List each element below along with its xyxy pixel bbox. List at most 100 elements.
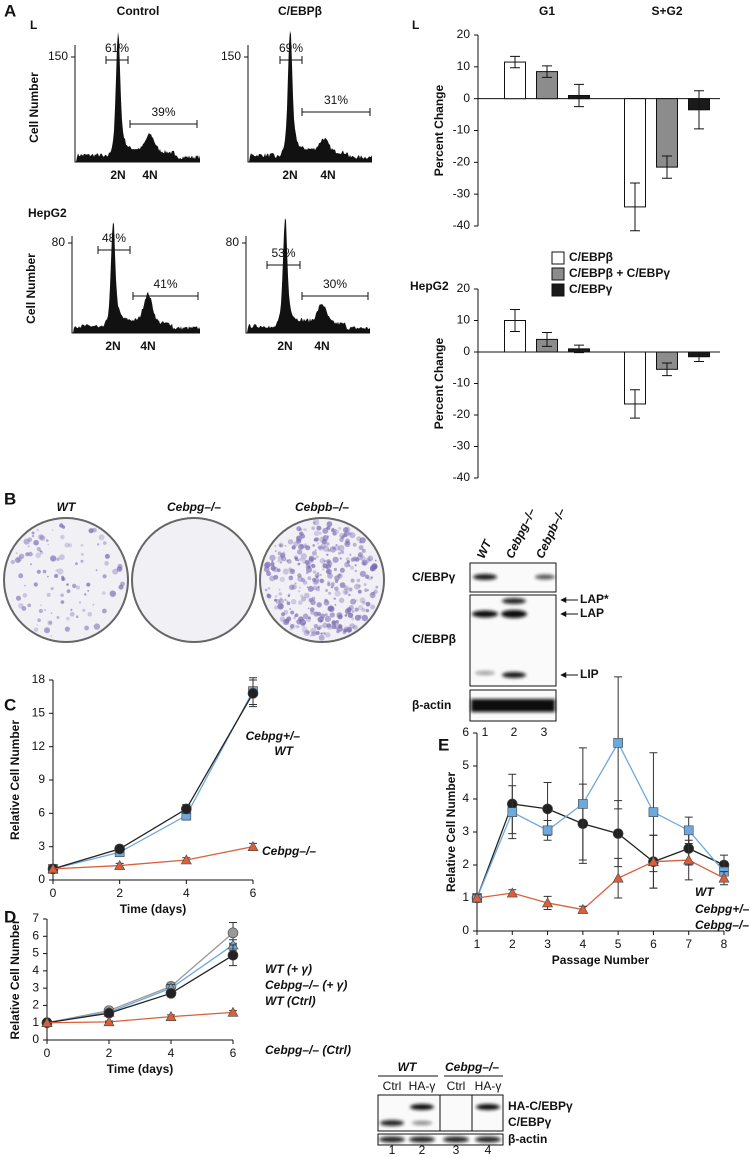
colony [361,559,368,566]
colony [306,586,309,588]
panel-letter: C [4,695,16,714]
marker [612,828,624,839]
colony [313,521,316,525]
colony [323,632,326,635]
marker [103,1016,115,1027]
marker [227,927,239,939]
panel-letter: E [438,735,449,754]
colony [294,582,297,585]
colony [321,546,325,549]
blot-band [535,574,555,580]
lane-number: 2 [419,1143,426,1157]
colony [15,595,22,601]
series-label: Cebpg+/– [246,729,301,743]
colony [352,542,357,547]
colony [295,624,300,629]
colony [373,591,376,593]
colony [294,613,299,617]
colony [311,550,317,556]
colony [325,632,331,638]
colony [274,605,279,610]
x-tick-label: 6 [230,1046,237,1060]
category-label: S+G2 [651,4,682,18]
x-tick-label: 2 [106,1046,113,1060]
colony [311,631,317,637]
colony [282,619,289,626]
colony [27,537,33,542]
colony [346,562,350,565]
y-tick-label: 10 [457,59,471,73]
colony [335,543,338,546]
colony [279,561,283,564]
colony [363,583,367,586]
axes [52,680,253,881]
panel-letter: D [4,907,16,926]
lane-label: Ctrl [383,1079,402,1093]
colony [275,598,281,605]
colony [312,519,320,526]
blot-band [443,1136,469,1143]
colony [334,544,340,551]
colony [278,598,284,605]
colony [47,575,49,578]
colony [350,565,355,570]
x-tick-label: 0 [44,1046,51,1060]
colony [267,587,271,590]
colony [54,573,59,579]
colony [50,612,53,614]
colony [335,627,338,630]
error-bar [630,182,640,232]
colony [64,542,70,548]
colony [46,592,51,597]
colony [104,553,110,559]
y-tick-label: 12 [32,739,46,753]
colony [317,626,321,631]
colony [311,526,315,530]
series-label: Cebpg–/– (+ γ) [265,978,347,992]
band-label: LAP [580,606,604,620]
histogram-tick-label: 80 [226,235,240,249]
colony [314,549,317,552]
colony [333,597,336,600]
colony [348,593,351,597]
percent-label: 53% [271,246,295,260]
series-label: WT (+ γ) [265,962,312,976]
colony [350,578,355,583]
colony [102,608,107,614]
colony [15,552,18,555]
y-tick-label: 15 [32,706,46,720]
colony [27,545,30,548]
colony [300,577,306,583]
colony [354,614,361,621]
colony [334,529,337,532]
colony [47,620,53,626]
colony [269,575,275,582]
marker [247,841,259,851]
colony [80,544,84,547]
marker [471,892,483,903]
marker [165,1011,177,1021]
colony [347,531,352,536]
colony [344,526,351,533]
y-tick-label: -10 [453,376,471,390]
colony [357,589,362,594]
colony [350,598,357,605]
colony [102,574,107,579]
series-line [476,803,725,899]
marker [613,738,623,748]
colony [366,577,369,579]
colony [315,587,320,592]
colony [356,536,362,542]
colony [346,607,352,612]
lane-label: Ctrl [447,1079,466,1093]
colony [334,586,339,592]
lane-number: 1 [482,725,489,739]
colony [289,584,295,591]
colony [331,527,335,531]
colony [331,624,337,630]
marker [47,863,59,874]
y-tick-label: -30 [453,439,471,453]
x-axis-title: Passage Number [552,953,650,967]
legend-label: C/EBPβ + C/EBPγ [569,266,670,280]
